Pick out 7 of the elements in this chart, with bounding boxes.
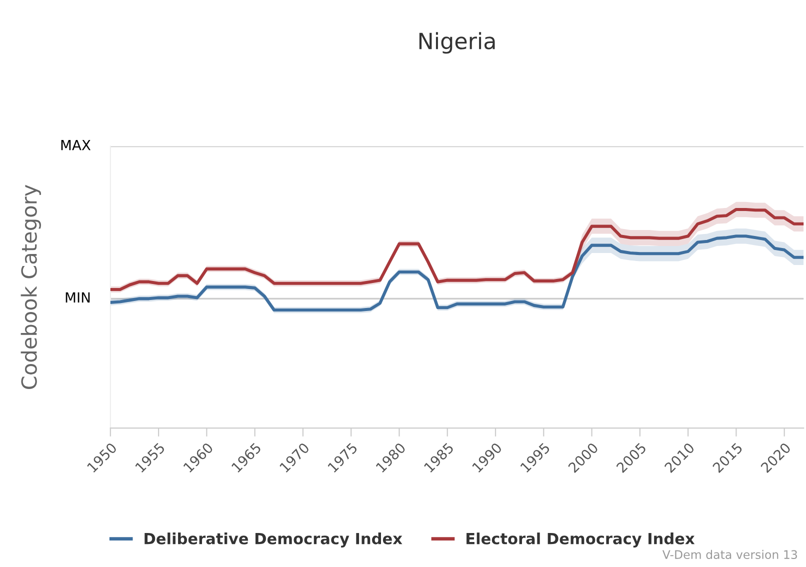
legend-label: Electoral Democracy Index: [466, 532, 695, 548]
text: V-Dem data version 13: [662, 550, 797, 560]
legend-label: Deliberative Democracy Index: [144, 532, 402, 548]
chart-title: Nigeria: [419, 32, 495, 54]
ref-line-label: MAX: [61, 140, 91, 150]
ref-line-label: MIN: [66, 292, 90, 302]
y-axis-title: Codebook Category: [20, 184, 41, 389]
